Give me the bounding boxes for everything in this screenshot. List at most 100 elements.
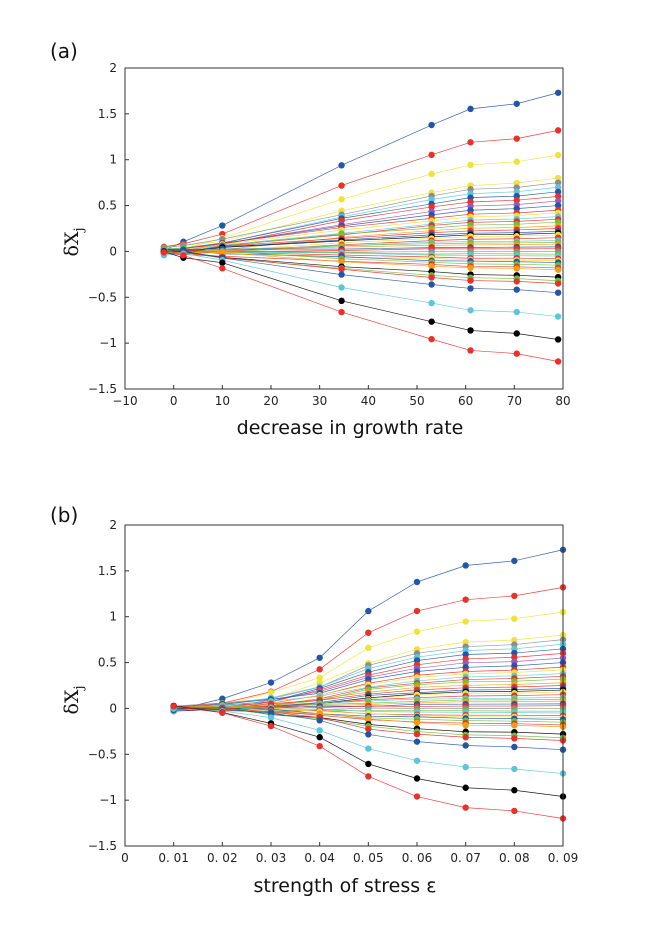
- data-point: [219, 265, 226, 272]
- data-point: [554, 184, 562, 191]
- data-point: [554, 197, 562, 205]
- data-point: [462, 784, 469, 791]
- data-point: [513, 179, 520, 187]
- data-point: [365, 725, 372, 733]
- data-point: [338, 308, 345, 316]
- y-tick-label: −1: [99, 793, 117, 807]
- panel-a-y-axis-label: δXj: [61, 228, 87, 257]
- y-tick-label: −1: [99, 336, 117, 350]
- data-point: [513, 330, 520, 337]
- data-point: [428, 274, 435, 281]
- x-tick-label: 0. 04: [304, 851, 335, 865]
- data-point: [511, 636, 518, 644]
- x-tick-label: 70: [507, 394, 522, 408]
- panel-b: (b) 0 0. 01 0. 02 0. 03 0. 04 0. 05 0. 06 0. 07…: [50, 503, 578, 897]
- data-point: [462, 804, 469, 811]
- x-tick-label: 0. 02: [207, 851, 238, 865]
- y-tick-label: 0: [109, 701, 117, 715]
- series-line: [163, 225, 559, 253]
- data-point: [219, 249, 226, 256]
- data-point: [413, 719, 421, 726]
- data-point: [428, 281, 435, 288]
- data-point: [413, 628, 421, 635]
- data-point: [428, 151, 435, 159]
- data-point: [467, 285, 474, 292]
- y-tick-label: 0: [109, 244, 117, 258]
- y-tick-label: −1.5: [88, 382, 117, 396]
- data-point: [365, 644, 372, 652]
- series-line: [163, 209, 559, 252]
- data-point: [554, 289, 562, 296]
- data-point: [428, 335, 435, 343]
- data-point: [219, 222, 226, 229]
- panel-b-data: [170, 546, 567, 822]
- data-point: [462, 651, 469, 658]
- data-point: [267, 679, 275, 686]
- data-point: [511, 765, 518, 773]
- x-tick-label: 0: [170, 394, 178, 408]
- x-tick-label: 60: [458, 394, 473, 408]
- data-point: [554, 313, 562, 320]
- data-point: [365, 773, 372, 780]
- panel-b-label: (b): [50, 503, 78, 527]
- y-tick-label: 1: [109, 610, 117, 624]
- data-point: [338, 182, 345, 189]
- series-line: [163, 251, 559, 278]
- data-point: [462, 562, 469, 569]
- series-line: [163, 92, 559, 251]
- data-point: [554, 280, 562, 287]
- data-point: [467, 264, 474, 271]
- panel-a-data: [160, 89, 562, 365]
- x-tick-label: 80: [555, 394, 570, 408]
- data-point: [467, 307, 474, 314]
- data-point: [316, 666, 323, 673]
- data-point: [160, 249, 168, 256]
- data-point: [338, 271, 345, 278]
- data-point: [513, 265, 520, 272]
- data-point: [513, 286, 520, 293]
- panel-a: (a) −10 0 10 20 30 40 50 60 70 80 −1.5 −1 −0.5 0 0.5 1 1…: [50, 39, 571, 439]
- data-point: [554, 358, 562, 365]
- data-point: [554, 336, 562, 343]
- data-point: [462, 596, 469, 603]
- data-point: [467, 105, 474, 113]
- series-line: [163, 246, 559, 250]
- data-point: [413, 775, 421, 782]
- data-point: [413, 738, 421, 745]
- data-point: [428, 318, 435, 325]
- data-point: [316, 717, 323, 724]
- data-point: [513, 278, 520, 285]
- data-point: [267, 722, 275, 730]
- data-point: [316, 727, 323, 734]
- x-tick-label: 20: [263, 394, 278, 408]
- y-tick-label: 1.5: [98, 564, 117, 578]
- x-tick-label: 30: [312, 394, 327, 408]
- data-point: [467, 139, 474, 146]
- data-point: [462, 763, 469, 771]
- data-point: [365, 629, 372, 636]
- data-point: [316, 674, 323, 681]
- data-point: [365, 745, 372, 752]
- data-point: [316, 742, 323, 750]
- data-point: [511, 722, 518, 729]
- data-point: [413, 757, 421, 764]
- panel-b-plot-frame: [124, 524, 564, 847]
- data-point: [513, 135, 520, 142]
- data-point: [513, 158, 520, 165]
- x-tick-label: 0. 05: [353, 851, 384, 865]
- data-point: [513, 350, 520, 357]
- data-point: [554, 266, 562, 273]
- series-line: [163, 251, 559, 257]
- y-tick-label: 1: [109, 153, 117, 167]
- x-tick-label: 0: [121, 851, 129, 865]
- data-point: [554, 174, 562, 182]
- data-point: [428, 299, 435, 307]
- data-point: [554, 188, 562, 196]
- data-point: [511, 592, 518, 600]
- data-point: [267, 709, 275, 717]
- series-line: [163, 253, 559, 317]
- series-line: [163, 250, 559, 294]
- series-line: [163, 251, 559, 340]
- panel-a-label: (a): [50, 39, 78, 63]
